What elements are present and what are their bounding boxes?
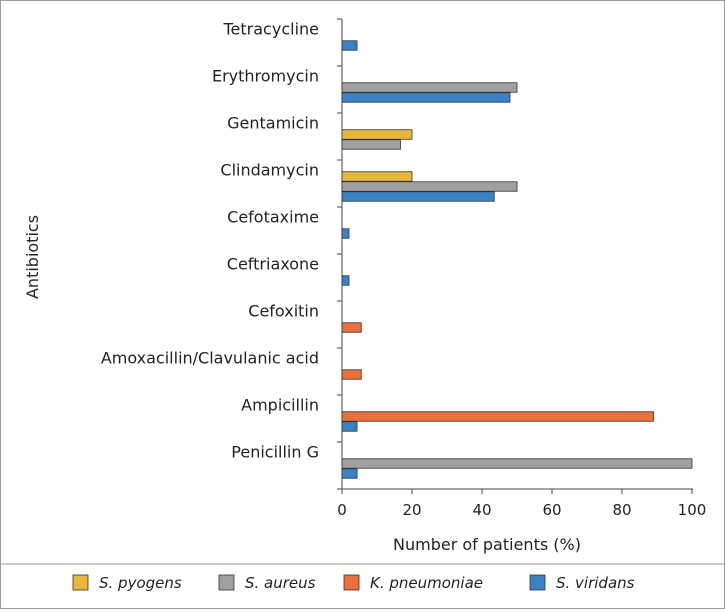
category-label-penicillin-g: Penicillin G (231, 443, 319, 462)
x-tick-label-40: 40 (472, 501, 491, 519)
bar-ampicillin-s-viridans (341, 421, 358, 432)
category-label-ceftriaxone: Ceftriaxone (227, 255, 319, 274)
legend-label-k-pneumoniae: K. pneumoniae (370, 574, 483, 592)
legend: S. pyogens S. aureus K. pneumoniae S. virid… (1, 563, 724, 592)
bar-clindamycin-s-aureus (341, 181, 518, 192)
category-label-ampicillin: Ampicillin (241, 396, 319, 415)
category-label-cefotaxime: Cefotaxime (227, 208, 319, 227)
legend-label-s-pyogens: S. pyogens (99, 574, 182, 592)
bar-tetracycline-s-viridans (341, 40, 358, 51)
legend-swatch-s-viridans (529, 574, 546, 591)
x-tick-label-60: 60 (542, 501, 561, 519)
category-label-clindamycin: Clindamycin (220, 161, 319, 180)
bar-cefotaxime-s-viridans (341, 228, 350, 239)
bar-erythromycin-s-aureus (341, 82, 518, 93)
x-axis-title: Number of patients (%) (393, 535, 581, 554)
x-tick-label-20: 20 (402, 501, 421, 519)
bar-penicillin-g-s-viridans (341, 468, 358, 479)
bar-cefoxitin-k-pneumoniae (341, 322, 362, 333)
legend-swatch-k-pneumoniae (343, 574, 360, 591)
legend-swatch-s-aureus (218, 574, 235, 591)
legend-swatch-s-pyogens (72, 574, 89, 591)
bar-clindamycin-s-pyogens (341, 171, 413, 182)
category-label-cefoxitin: Cefoxitin (248, 302, 319, 321)
bar-erythromycin-s-viridans (341, 92, 511, 103)
category-label-erythromycin: Erythromycin (212, 67, 319, 86)
x-tick-label-80: 80 (612, 501, 631, 519)
category-label-gentamicin: Gentamicin (227, 114, 319, 133)
category-labels: Tetracycline Erythromycin Gentamicin Clinda… (101, 20, 319, 462)
x-tick-labels: 0 20 40 60 80 100 (337, 501, 706, 519)
category-label-tetracycline: Tetracycline (223, 20, 320, 39)
bar-gentamicin-s-pyogens (341, 129, 413, 140)
legend-label-s-aureus: S. aureus (245, 574, 316, 592)
x-tick-label-0: 0 (337, 501, 347, 519)
x-tick-label-100: 100 (678, 501, 707, 519)
bar-ampicillin-k-pneumoniae (341, 411, 654, 422)
bars-group (341, 40, 693, 479)
bar-gentamicin-s-aureus (341, 139, 401, 150)
bar-clindamycin-s-viridans (341, 191, 495, 202)
legend-label-s-viridans: S. viridans (556, 574, 635, 592)
bar-penicillin-g-s-aureus (341, 458, 693, 469)
bar-ceftriaxone-s-viridans (341, 275, 350, 286)
bar-amoxacillin-clavulanic-acid-k-pneumoniae (341, 369, 362, 380)
category-label-amoxacillin-clavulanic-acid: Amoxacillin/Clavulanic acid (101, 349, 319, 368)
y-axis-title: Antibiotics (23, 215, 42, 299)
